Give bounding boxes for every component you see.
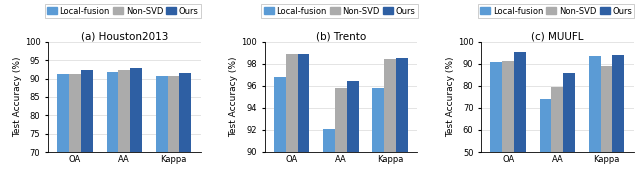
Bar [179,73,191,190]
Bar [372,88,384,190]
Bar [168,76,179,190]
Legend: Local-fusion, Non-SVD, Ours: Local-fusion, Non-SVD, Ours [45,4,202,18]
Bar [106,72,118,190]
Bar [130,68,142,190]
Title: (c) MUUFL: (c) MUUFL [531,31,584,41]
Bar [274,77,285,190]
Y-axis label: Test Accuracy (%): Test Accuracy (%) [13,57,22,137]
Bar [58,74,69,190]
Bar [540,99,552,190]
Bar [335,88,347,190]
Bar [69,74,81,190]
Bar [285,54,298,190]
Legend: Local-fusion, Non-SVD, Ours: Local-fusion, Non-SVD, Ours [477,4,634,18]
Title: (b) Trento: (b) Trento [316,31,366,41]
Bar [563,73,575,190]
Bar [298,54,309,190]
Bar [118,70,130,190]
Bar [323,129,335,190]
Bar [156,76,168,190]
Bar [396,58,408,190]
Bar [347,82,358,190]
Bar [490,62,502,190]
Bar [81,70,93,190]
Title: (a) Houston2013: (a) Houston2013 [81,31,168,41]
Bar [502,61,514,190]
Legend: Local-fusion, Non-SVD, Ours: Local-fusion, Non-SVD, Ours [261,4,418,18]
Bar [589,56,601,190]
Y-axis label: Test Accuracy (%): Test Accuracy (%) [446,57,455,137]
Y-axis label: Test Accuracy (%): Test Accuracy (%) [229,57,238,137]
Bar [384,59,396,190]
Bar [612,55,624,190]
Bar [514,52,526,190]
Bar [601,66,612,190]
Bar [552,86,563,190]
